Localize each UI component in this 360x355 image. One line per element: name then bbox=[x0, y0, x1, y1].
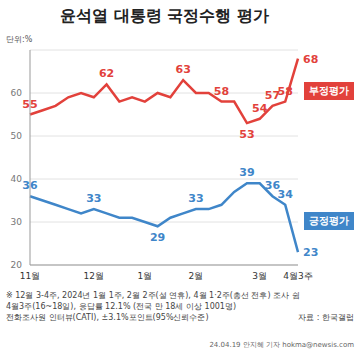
html-text:전화조사원 인터뷰(CATI), ±3.1%포인트(95%신: 전화조사원 인터뷰(CATI), ±3.1%포인트(95%신뢰수준) bbox=[6, 313, 209, 322]
svg-text:58: 58 bbox=[278, 85, 293, 98]
svg-text:63: 63 bbox=[175, 63, 190, 76]
html-text:자료 : 한국갤럽: 자료 : 한국갤럽 bbox=[298, 313, 354, 322]
svg-text:36: 36 bbox=[22, 179, 38, 192]
svg-text:2월: 2월 bbox=[189, 271, 204, 281]
svg-text:29: 29 bbox=[150, 231, 165, 244]
svg-text:20: 20 bbox=[11, 260, 23, 270]
svg-text:30: 30 bbox=[11, 217, 23, 227]
svg-text:33: 33 bbox=[188, 192, 203, 205]
svg-text:50: 50 bbox=[11, 131, 23, 141]
svg-text:68: 68 bbox=[303, 53, 318, 66]
svg-text:3월: 3월 bbox=[252, 271, 267, 281]
svg-text:53: 53 bbox=[239, 128, 254, 141]
svg-text:1월: 1월 bbox=[137, 271, 152, 281]
svg-text:40: 40 bbox=[11, 174, 23, 184]
html-text:윤석열 대통령 국정수행 평가: 윤석열 대통령 국정수행 평가 bbox=[60, 6, 269, 25]
svg-text:62: 62 bbox=[99, 67, 114, 80]
svg-text:60: 60 bbox=[11, 88, 23, 98]
html-text:긍정평가: 긍정평가 bbox=[309, 215, 349, 226]
svg-text:39: 39 bbox=[239, 166, 254, 179]
html-text:24.04.19 안지혜 기자 hokma@newsis.c: 24.04.19 안지혜 기자 hokma@newsis.com bbox=[209, 341, 354, 349]
html-text:※ 12월 3-4주, 2024년 1월 1주, 2월 2주: ※ 12월 3-4주, 2024년 1월 1주, 2월 2주(설 연휴), 4월… bbox=[6, 291, 300, 300]
html-text:단위:%: 단위:% bbox=[6, 35, 33, 44]
svg-text:4월3주: 4월3주 bbox=[283, 271, 312, 281]
svg-text:23: 23 bbox=[303, 246, 318, 259]
svg-text:12월: 12월 bbox=[84, 271, 104, 281]
svg-text:57: 57 bbox=[264, 88, 281, 102]
svg-text:34: 34 bbox=[278, 188, 294, 201]
svg-text:36: 36 bbox=[264, 179, 281, 193]
html-text:4월3주(16~18일), 응답률 12.1% (전국 만: 4월3주(16~18일), 응답률 12.1% (전국 만 18세 이상 100… bbox=[6, 302, 236, 311]
svg-text:55: 55 bbox=[22, 98, 37, 111]
svg-text:11월: 11월 bbox=[20, 271, 40, 281]
html-text:부정평가: 부정평가 bbox=[309, 85, 349, 96]
svg-text:58: 58 bbox=[214, 85, 229, 98]
svg-text:33: 33 bbox=[86, 192, 101, 205]
svg-text:54: 54 bbox=[252, 102, 268, 115]
